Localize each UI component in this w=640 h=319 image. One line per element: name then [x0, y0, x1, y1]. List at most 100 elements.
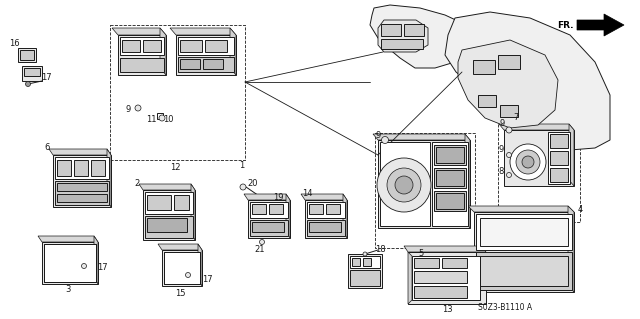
- Text: FR.: FR.: [557, 20, 574, 29]
- Text: 17: 17: [41, 73, 51, 83]
- Bar: [498, 110, 580, 222]
- Text: 16: 16: [9, 39, 19, 48]
- Polygon shape: [568, 206, 574, 292]
- Bar: [22, 66, 42, 81]
- Bar: [44, 244, 96, 282]
- Text: 9: 9: [125, 106, 131, 115]
- Bar: [147, 218, 187, 232]
- Text: 5: 5: [419, 249, 424, 257]
- Bar: [157, 113, 163, 119]
- Polygon shape: [158, 244, 202, 250]
- Polygon shape: [499, 124, 574, 130]
- Polygon shape: [230, 28, 236, 75]
- Bar: [176, 35, 236, 75]
- Circle shape: [186, 272, 191, 278]
- Bar: [18, 48, 36, 62]
- Bar: [55, 157, 109, 179]
- Bar: [178, 37, 234, 55]
- Bar: [381, 39, 423, 49]
- Bar: [120, 58, 164, 72]
- Bar: [307, 220, 345, 236]
- Bar: [309, 204, 323, 214]
- Bar: [91, 160, 105, 176]
- Bar: [432, 142, 468, 226]
- Polygon shape: [373, 134, 470, 140]
- Text: 1: 1: [239, 160, 244, 169]
- Bar: [414, 271, 467, 283]
- Circle shape: [387, 168, 421, 202]
- Circle shape: [259, 240, 264, 244]
- Bar: [178, 57, 234, 72]
- Circle shape: [377, 158, 431, 212]
- Bar: [500, 105, 518, 117]
- Bar: [110, 25, 245, 160]
- Text: 20: 20: [248, 179, 259, 188]
- Text: 19: 19: [273, 194, 284, 203]
- Bar: [474, 212, 574, 292]
- Polygon shape: [244, 194, 290, 200]
- Bar: [145, 192, 193, 214]
- Polygon shape: [49, 149, 111, 155]
- Bar: [203, 59, 223, 69]
- Text: 4: 4: [577, 205, 582, 214]
- Bar: [480, 256, 568, 286]
- Polygon shape: [468, 206, 574, 212]
- Text: 11: 11: [146, 115, 156, 124]
- Bar: [205, 40, 227, 52]
- Bar: [250, 220, 288, 236]
- Circle shape: [135, 105, 141, 111]
- Polygon shape: [465, 134, 470, 228]
- Text: 2: 2: [134, 179, 140, 188]
- Bar: [550, 168, 568, 182]
- Bar: [434, 145, 466, 165]
- Bar: [436, 170, 464, 186]
- Bar: [305, 200, 347, 238]
- Bar: [252, 204, 266, 214]
- Bar: [550, 151, 568, 165]
- Polygon shape: [370, 5, 470, 68]
- Bar: [162, 250, 202, 286]
- Text: 17: 17: [97, 263, 108, 272]
- Bar: [436, 193, 464, 209]
- Bar: [436, 147, 464, 163]
- Bar: [145, 216, 193, 238]
- Polygon shape: [404, 246, 486, 252]
- Polygon shape: [577, 14, 624, 36]
- Bar: [143, 40, 161, 52]
- Polygon shape: [38, 236, 98, 242]
- Polygon shape: [445, 12, 610, 150]
- Polygon shape: [160, 28, 166, 75]
- Bar: [122, 40, 140, 52]
- Bar: [548, 132, 570, 184]
- Text: 15: 15: [175, 290, 185, 299]
- Bar: [180, 59, 200, 69]
- Bar: [326, 204, 340, 214]
- Bar: [42, 242, 98, 284]
- Bar: [180, 40, 202, 52]
- Polygon shape: [107, 149, 111, 207]
- Bar: [350, 270, 380, 286]
- Circle shape: [26, 81, 31, 86]
- Text: 9: 9: [376, 130, 381, 139]
- Polygon shape: [94, 236, 98, 284]
- Bar: [24, 68, 40, 76]
- Bar: [164, 252, 200, 284]
- Bar: [378, 140, 470, 228]
- Text: 7: 7: [513, 114, 518, 122]
- Text: 12: 12: [170, 164, 180, 173]
- Circle shape: [506, 152, 511, 158]
- Bar: [55, 181, 109, 205]
- Bar: [252, 222, 284, 232]
- Bar: [57, 183, 107, 191]
- Circle shape: [516, 150, 540, 174]
- Bar: [147, 195, 171, 210]
- Polygon shape: [301, 194, 347, 200]
- Polygon shape: [139, 184, 195, 190]
- Bar: [118, 35, 166, 75]
- Polygon shape: [569, 124, 574, 186]
- Polygon shape: [198, 244, 202, 286]
- Bar: [473, 60, 495, 74]
- Bar: [348, 254, 382, 288]
- Bar: [164, 252, 200, 284]
- Circle shape: [395, 176, 413, 194]
